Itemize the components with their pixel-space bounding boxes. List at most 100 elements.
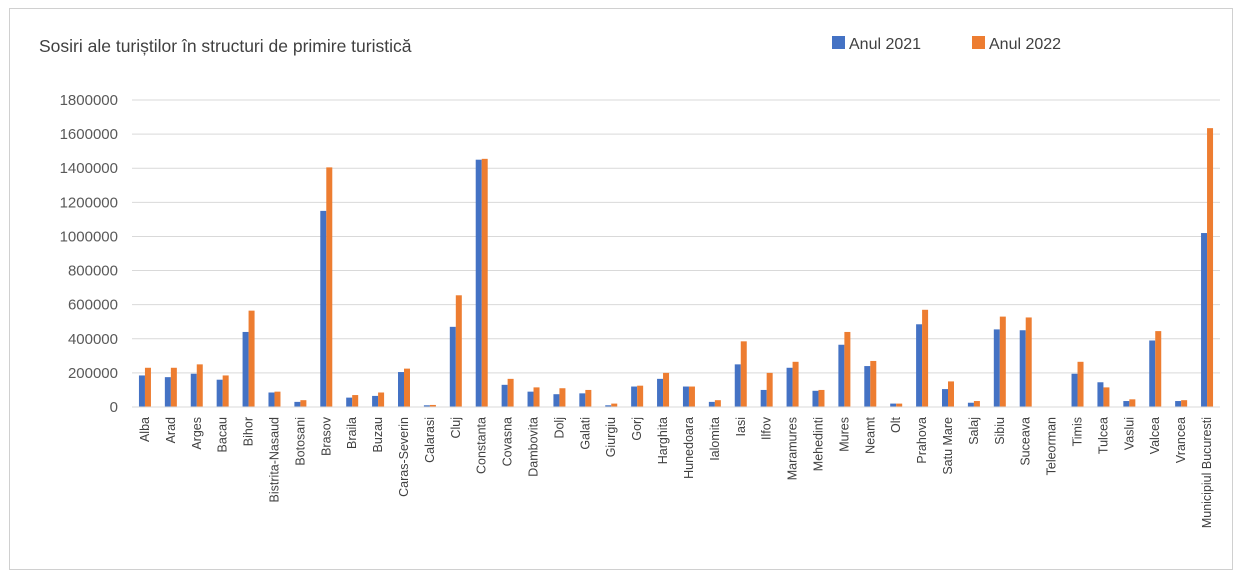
x-tick-label: Hunedoara [682,417,696,479]
bar-2022[interactable] [714,400,721,407]
x-tick-label: Covasna [501,417,515,466]
legend-swatch [832,36,845,49]
bar-2021[interactable] [708,401,715,407]
y-tick-label: 1200000 [60,194,118,211]
bar-2021[interactable] [657,378,664,407]
y-tick-label: 0 [110,399,118,416]
bar-2022[interactable] [688,386,695,407]
bar-2022[interactable] [248,310,255,407]
bar-2022[interactable] [818,389,825,407]
bar-2022[interactable] [922,309,929,407]
x-tick-label: Gorj [630,417,644,441]
bar-2021[interactable] [346,397,353,407]
bar-2021[interactable] [786,367,793,407]
bar-2021[interactable] [734,364,741,407]
bar-2022[interactable] [1181,400,1188,407]
bar-2021[interactable] [294,401,301,407]
bar-2022[interactable] [740,341,747,407]
bar-2021[interactable] [398,372,404,407]
bar-2021[interactable] [216,379,223,407]
bar-2022[interactable] [844,331,851,407]
x-tick-label: Constanta [475,417,489,474]
bar-2022[interactable] [378,392,385,407]
bar-2022[interactable] [1207,128,1214,407]
bar-2021[interactable] [579,393,586,407]
bar-2022[interactable] [326,167,333,407]
bar-2021[interactable] [605,405,612,407]
bar-2021[interactable] [1097,382,1104,407]
bar-2022[interactable] [429,404,436,407]
x-tick-label: Mehedinti [811,417,825,471]
bar-2022[interactable] [999,316,1006,407]
x-tick-label: Maramures [786,417,800,480]
bar-2021[interactable] [1201,233,1208,407]
legend[interactable]: Anul 2021 Anul 2022 [832,36,1061,53]
bar-2021[interactable] [190,373,197,407]
bar-2022[interactable] [144,367,151,407]
bar-2021[interactable] [242,331,249,407]
bar-2021[interactable] [838,344,845,407]
bar-2021[interactable] [631,386,638,407]
y-tick-label: 400000 [68,331,118,348]
bar-2022[interactable] [637,385,644,407]
bar-2021[interactable] [760,389,767,407]
bar-2021[interactable] [553,394,560,407]
bar-2021[interactable] [967,402,974,407]
bar-2021[interactable] [1123,401,1130,407]
bar-2021[interactable] [916,324,923,407]
bar-2022[interactable] [973,401,980,407]
bar-2021[interactable] [475,159,482,407]
x-tick-label: Valcea [1148,417,1162,454]
bar-2022[interactable] [585,389,592,407]
bar-2022[interactable] [896,403,903,407]
bar-2021[interactable] [423,405,430,407]
bar-2022[interactable] [1077,361,1084,407]
bar-2022[interactable] [507,378,514,407]
bar-2021[interactable] [682,386,689,407]
bar-2022[interactable] [300,400,307,407]
bar-2022[interactable] [455,295,462,407]
x-tick-label: Timis [1071,417,1085,446]
bar-2021[interactable] [1071,373,1078,407]
bar-2022[interactable] [766,372,773,407]
bar-2021[interactable] [942,389,948,407]
bar-2021[interactable] [1175,401,1182,407]
bar-2021[interactable] [164,377,171,407]
bar-2022[interactable] [1025,317,1032,407]
bar-2021[interactable] [1149,340,1156,407]
bar-chart: Sosiri ale turiștilor în structuri de pr… [39,36,1220,528]
bar-2021[interactable] [501,384,508,407]
bar-2021[interactable] [527,391,534,407]
bar-2021[interactable] [372,395,379,407]
bar-2022[interactable] [1155,331,1162,407]
bar-2022[interactable] [792,361,799,407]
bar-2022[interactable] [222,375,229,407]
bar-2022[interactable] [611,403,618,407]
bar-2022[interactable] [1129,399,1136,407]
bar-2022[interactable] [1103,387,1110,407]
bar-2022[interactable] [559,388,566,407]
bar-2022[interactable] [196,364,203,407]
bar-2022[interactable] [533,387,540,407]
bar-2021[interactable] [268,392,275,407]
bar-2021[interactable] [812,390,819,407]
bar-2022[interactable] [948,381,954,407]
bar-2022[interactable] [481,158,488,407]
bar-2022[interactable] [404,368,410,407]
bar-2021[interactable] [320,210,327,407]
bar-2022[interactable] [274,391,281,407]
bar-2022[interactable] [352,395,359,407]
bar-2021[interactable] [890,403,897,407]
bar-2021[interactable] [449,326,456,407]
bar-2022[interactable] [663,372,670,407]
x-tick-label: Iasi [734,417,748,436]
bar-2021[interactable] [993,329,1000,407]
bar-2022[interactable] [170,367,177,407]
bar-2022[interactable] [870,360,877,407]
x-tick-label: Brasov [319,416,333,456]
bar-2021[interactable] [138,375,145,407]
x-tick-label: Calarasi [423,417,437,463]
bar-2021[interactable] [1019,330,1026,407]
bar-2021[interactable] [864,366,871,407]
x-tick-label: Arad [164,417,178,443]
